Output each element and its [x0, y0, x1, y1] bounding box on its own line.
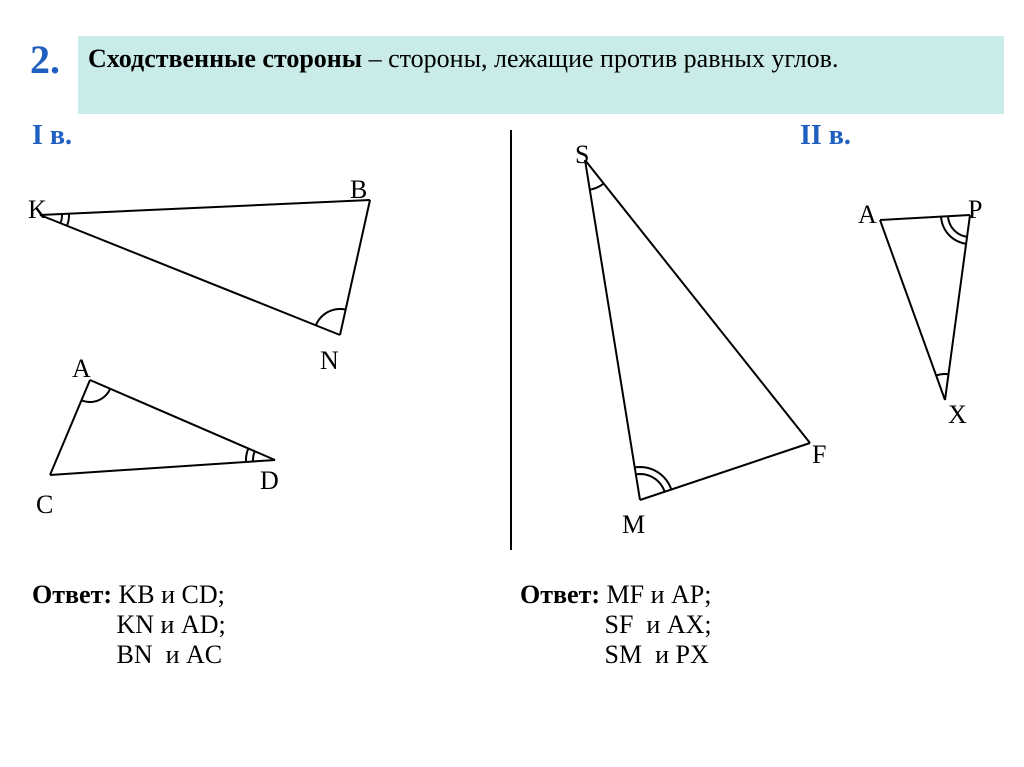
vertex-label-S: S — [575, 140, 589, 170]
vertex-label-X: X — [948, 400, 967, 430]
vertex-label-A: A — [72, 354, 91, 384]
vertex-label-B: B — [350, 175, 367, 205]
vertex-label-A: A — [858, 200, 877, 230]
vertex-label-P: P — [968, 195, 982, 225]
answer-line: Ответ: MF и AP; — [520, 580, 712, 610]
variant1-answer: Ответ: KB и CD; KN и AD; BN и AC — [32, 580, 226, 670]
vertex-label-C: C — [36, 490, 53, 520]
vertex-label-F: F — [812, 440, 826, 470]
answer-line: SF и AX; — [520, 610, 712, 640]
answer-line: KN и AD; — [32, 610, 226, 640]
vertex-label-M: M — [622, 510, 645, 540]
variant2-answer: Ответ: MF и AP; SF и AX; SM и PX — [520, 580, 712, 670]
vertex-label-D: D — [260, 466, 279, 496]
answer-line: SM и PX — [520, 640, 712, 670]
answer-line: BN и AC — [32, 640, 226, 670]
vertex-label-K: K — [28, 195, 47, 225]
answer-line: Ответ: KB и CD; — [32, 580, 226, 610]
vertex-label-N: N — [320, 346, 339, 376]
